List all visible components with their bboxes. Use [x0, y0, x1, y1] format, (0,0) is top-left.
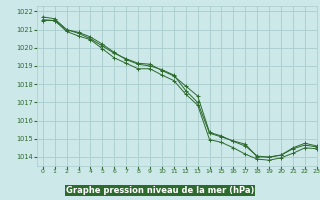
Text: Graphe pression niveau de la mer (hPa): Graphe pression niveau de la mer (hPa) — [66, 186, 254, 195]
